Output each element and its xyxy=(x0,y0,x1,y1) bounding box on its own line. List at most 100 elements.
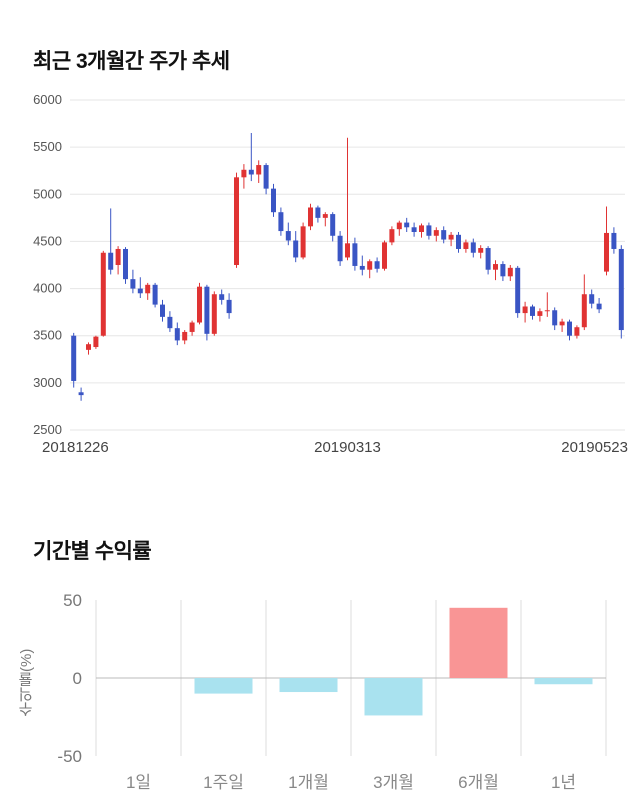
candle-body xyxy=(559,321,565,326)
candle-body xyxy=(411,227,417,232)
candle-body xyxy=(137,288,143,294)
candle-body xyxy=(470,242,476,253)
returns-bar xyxy=(364,678,423,716)
candle-body xyxy=(271,188,276,213)
candle-body xyxy=(352,243,358,266)
candle-body xyxy=(441,230,447,240)
returns-y-tick-label: 50 xyxy=(63,591,82,610)
price-x-tick-label: 20181226 xyxy=(42,439,109,456)
candle-body xyxy=(330,214,336,236)
returns-y-tick-label: -50 xyxy=(57,747,82,766)
candle-body xyxy=(604,232,609,272)
price-trend-title: 최근 3개월간 주가 추세 xyxy=(33,50,230,74)
candle-body xyxy=(359,265,365,270)
price-y-tick-label: 3500 xyxy=(33,328,62,343)
price-y-tick-label: 2500 xyxy=(33,422,62,437)
price-y-tick-label: 4000 xyxy=(33,281,62,296)
candle-body xyxy=(389,229,395,243)
candle-body xyxy=(130,279,136,289)
price-candlestick-chart: 6000 5500 5000 4500 4000 3500 3000 2500 20181226… xyxy=(33,92,628,456)
candle-body xyxy=(581,294,587,328)
candle-body xyxy=(278,212,284,232)
candle-body xyxy=(367,261,373,270)
candle-body xyxy=(574,327,580,336)
candle-body xyxy=(500,264,506,277)
candle-body xyxy=(463,242,469,249)
price-y-tick-label: 6000 xyxy=(33,92,62,107)
candle-body xyxy=(522,306,528,314)
candle-body xyxy=(115,248,121,265)
returns-category-label: 3개월 xyxy=(373,773,414,792)
candle-body xyxy=(345,243,350,258)
candle-body xyxy=(226,299,232,314)
candle-body xyxy=(618,248,624,331)
candle-body xyxy=(293,240,299,258)
candle-body xyxy=(145,284,151,294)
candle-body xyxy=(515,267,521,314)
candle-body xyxy=(263,165,269,189)
candle-body xyxy=(93,336,99,348)
candle-body xyxy=(433,230,439,236)
candle-body xyxy=(174,328,180,341)
candle-body xyxy=(160,304,165,317)
candle-body xyxy=(256,165,262,175)
price-y-tick-label: 4500 xyxy=(33,233,62,248)
candle-body xyxy=(100,252,106,336)
candle-body xyxy=(189,322,195,332)
candle-body xyxy=(211,294,217,334)
candle-body xyxy=(197,286,202,323)
candle-body xyxy=(596,303,602,310)
candle-body xyxy=(167,316,173,329)
candle-body xyxy=(552,310,558,326)
price-y-tick-label: 5500 xyxy=(33,139,62,154)
candle-body xyxy=(308,207,313,227)
candle-body xyxy=(485,248,491,270)
returns-category-label: 1일 xyxy=(126,773,151,792)
candle-body xyxy=(448,234,454,240)
candle-body xyxy=(108,252,114,270)
candle-body xyxy=(234,177,239,265)
price-x-tick-label: 20190313 xyxy=(314,439,381,456)
candle-body xyxy=(248,169,254,175)
candle-body xyxy=(478,248,484,253)
candle-body xyxy=(182,331,188,341)
price-x-tick-label: 20190523 xyxy=(561,439,628,456)
returns-category-label: 1개월 xyxy=(288,773,329,792)
candle-body xyxy=(404,222,410,228)
candle-body xyxy=(78,392,84,396)
candle-body xyxy=(493,264,498,270)
candle-body xyxy=(71,335,77,381)
candle-body xyxy=(589,294,595,304)
candle-body xyxy=(374,261,380,269)
candle-body xyxy=(544,310,550,312)
candle-body xyxy=(123,248,128,280)
candle-body xyxy=(219,294,225,300)
candle-body xyxy=(396,222,402,230)
returns-bar xyxy=(194,678,253,694)
candle-body xyxy=(382,242,387,269)
returns-bar xyxy=(449,607,508,678)
candle-body xyxy=(507,267,513,277)
returns-bar-chart: 50 0 -50 1일 1주일 1개월 3개월 6개월 1년 xyxy=(57,591,607,792)
candle-body xyxy=(426,225,432,236)
returns-category-label: 1주일 xyxy=(203,773,244,792)
candle-body xyxy=(152,284,158,305)
price-y-tick-label: 3000 xyxy=(33,375,62,390)
returns-y-tick-label: 0 xyxy=(73,669,82,688)
candle-body xyxy=(322,214,328,218)
returns-category-label: 6개월 xyxy=(458,773,499,792)
returns-bar xyxy=(279,678,338,693)
returns-bar xyxy=(534,678,593,685)
candle-body xyxy=(204,286,210,334)
candle-body xyxy=(567,321,572,336)
candle-body xyxy=(537,311,543,316)
candle-body xyxy=(285,231,291,241)
candle-body xyxy=(611,232,617,249)
candle-body xyxy=(456,234,461,249)
returns-title: 기간별 수익률 xyxy=(33,540,152,564)
candle-body xyxy=(86,344,91,350)
candle-body xyxy=(530,306,535,316)
candle-body xyxy=(241,169,247,178)
candle-body xyxy=(419,225,424,232)
returns-category-label: 1년 xyxy=(551,773,576,792)
